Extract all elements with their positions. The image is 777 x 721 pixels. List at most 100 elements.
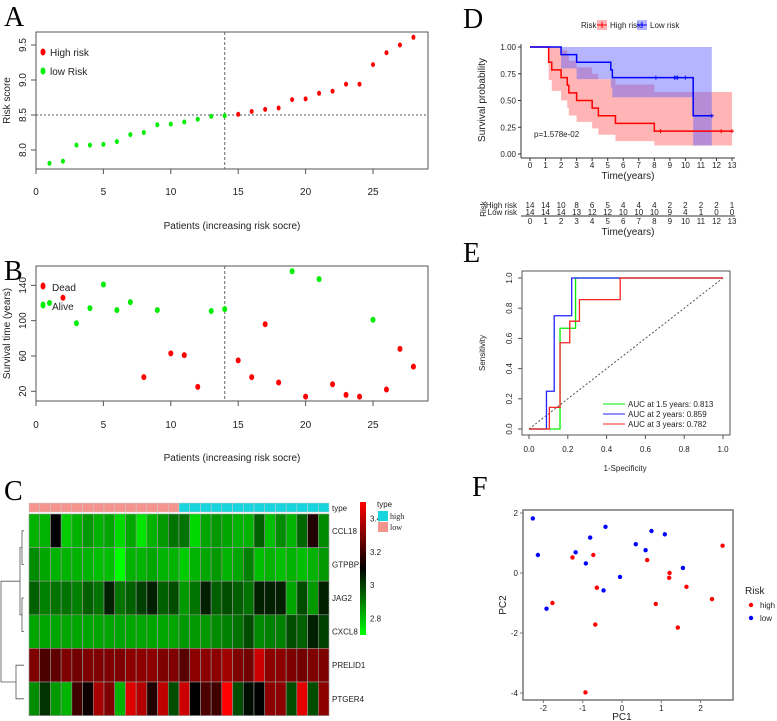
pca-point-high bbox=[709, 596, 715, 602]
risk-table-x-tick: 2 bbox=[559, 217, 564, 226]
risk-point bbox=[47, 160, 52, 166]
y-axis-label: PC2 bbox=[498, 595, 509, 615]
x-tick-label: 5 bbox=[101, 420, 107, 431]
heatmap-cell bbox=[221, 681, 233, 716]
heatmap-cell bbox=[253, 681, 266, 716]
risk-table-x-tick: 1 bbox=[543, 217, 548, 226]
x-tick-label: 25 bbox=[367, 420, 379, 431]
censor-mark bbox=[683, 75, 688, 80]
heatmap-cell bbox=[167, 614, 180, 649]
annotation-cell bbox=[146, 502, 158, 513]
survival-point bbox=[87, 305, 93, 312]
risk-table-row-label: High risk bbox=[486, 201, 518, 210]
legend-low-risk: low Risk bbox=[50, 67, 88, 78]
heatmap-cell bbox=[253, 513, 266, 548]
y-tick-label: 8.0 bbox=[18, 143, 29, 157]
ci-band bbox=[530, 47, 733, 146]
annotation-cell bbox=[50, 502, 62, 513]
pca-point-low bbox=[535, 552, 541, 558]
legend-label: AUC at 2 years: 0.859 bbox=[628, 410, 707, 419]
x-tick-label: -2 bbox=[540, 704, 548, 713]
heatmap-cell bbox=[146, 513, 158, 548]
heatmap-cell bbox=[296, 648, 308, 683]
legend-alive: Alive bbox=[52, 302, 74, 313]
heatmap-cell bbox=[307, 648, 319, 683]
risk-point bbox=[101, 141, 106, 147]
dendrogram-branch bbox=[21, 597, 24, 632]
annotation-cell bbox=[264, 502, 276, 513]
heatmap-cell bbox=[296, 580, 308, 616]
heatmap-cell bbox=[307, 513, 319, 548]
heatmap-cell bbox=[28, 513, 41, 548]
x-tick-label: 8 bbox=[652, 161, 657, 170]
x-tick-label: 20 bbox=[300, 187, 312, 198]
heatmap-cell bbox=[189, 547, 201, 582]
survival-point bbox=[410, 363, 416, 370]
survival-point bbox=[289, 268, 295, 275]
censor-mark bbox=[730, 129, 735, 134]
legend-low: low bbox=[760, 614, 772, 623]
heatmap-cell bbox=[189, 681, 201, 716]
pca-point-low bbox=[617, 574, 623, 580]
y-tick-label: 100 bbox=[18, 312, 29, 329]
heatmap-cell bbox=[285, 547, 298, 582]
y-tick-label: 0.6 bbox=[505, 332, 514, 344]
y-tick-label: 2 bbox=[514, 509, 519, 518]
colorbar bbox=[360, 502, 366, 635]
y-tick-label: 1.0 bbox=[505, 272, 514, 284]
heatmap-cell bbox=[307, 614, 319, 649]
x-tick-label: -1 bbox=[579, 704, 587, 713]
annotation-cell bbox=[168, 502, 180, 513]
annotation-label: type bbox=[332, 504, 348, 513]
x-tick-label: 20 bbox=[300, 420, 312, 431]
survival-point bbox=[46, 300, 52, 306]
risk-table-count: 10 bbox=[650, 208, 659, 217]
annotation-cell bbox=[221, 502, 233, 513]
censor-mark bbox=[658, 129, 663, 134]
survival-point bbox=[235, 357, 241, 364]
y-tick-label: 0.0 bbox=[505, 423, 514, 435]
legend-marker-high bbox=[40, 48, 46, 56]
pca-point-low bbox=[603, 524, 608, 529]
heatmap-cell bbox=[221, 580, 233, 616]
heatmap-cell bbox=[232, 580, 244, 616]
survival-point bbox=[316, 276, 322, 283]
y-tick-label: 0.75 bbox=[500, 70, 516, 79]
x-tick-label: 1 bbox=[543, 161, 548, 170]
pca-point-high bbox=[720, 543, 725, 548]
gene-label: PTGER4 bbox=[332, 695, 365, 704]
heatmap-cell bbox=[253, 580, 266, 616]
legend-label: AUC at 3 years: 0.782 bbox=[628, 420, 707, 429]
dendrogram-branch bbox=[15, 664, 24, 700]
risk-table-x-label: Time(years) bbox=[602, 227, 655, 238]
survival-point bbox=[276, 379, 282, 386]
heatmap-cell bbox=[92, 547, 105, 582]
plot-frame bbox=[35, 265, 429, 402]
x-tick-label: 1.0 bbox=[717, 445, 729, 454]
heatmap-cell bbox=[178, 681, 191, 716]
heatmap-cell bbox=[146, 648, 158, 683]
heatmap-cell bbox=[178, 580, 191, 616]
heatmap-cell bbox=[92, 614, 105, 649]
risk-table-x-tick: 11 bbox=[697, 217, 706, 226]
survival-point bbox=[195, 383, 201, 390]
heatmap-cell bbox=[103, 547, 116, 582]
annotation-cell bbox=[60, 502, 73, 513]
legend-label: AUC at 1.5 years: 0.813 bbox=[628, 400, 714, 409]
survival-point bbox=[168, 350, 174, 357]
risk-point bbox=[344, 81, 349, 87]
heatmap-cell bbox=[114, 614, 126, 649]
heatmap-cell bbox=[28, 648, 41, 683]
heatmap-cell bbox=[210, 614, 223, 649]
survival-curve bbox=[530, 46, 733, 132]
y-tick-label: 140 bbox=[18, 277, 29, 294]
y-tick-label: -2 bbox=[511, 629, 519, 638]
annotation-cell bbox=[103, 502, 115, 513]
heatmap-cell bbox=[146, 580, 158, 616]
pca-point-low bbox=[601, 588, 606, 593]
survival-point bbox=[303, 393, 309, 400]
annotation-cell bbox=[39, 502, 51, 513]
y-tick-label: 0.50 bbox=[500, 97, 516, 106]
risk-table-count: 5 bbox=[605, 201, 610, 210]
heatmap-cell bbox=[125, 614, 137, 649]
